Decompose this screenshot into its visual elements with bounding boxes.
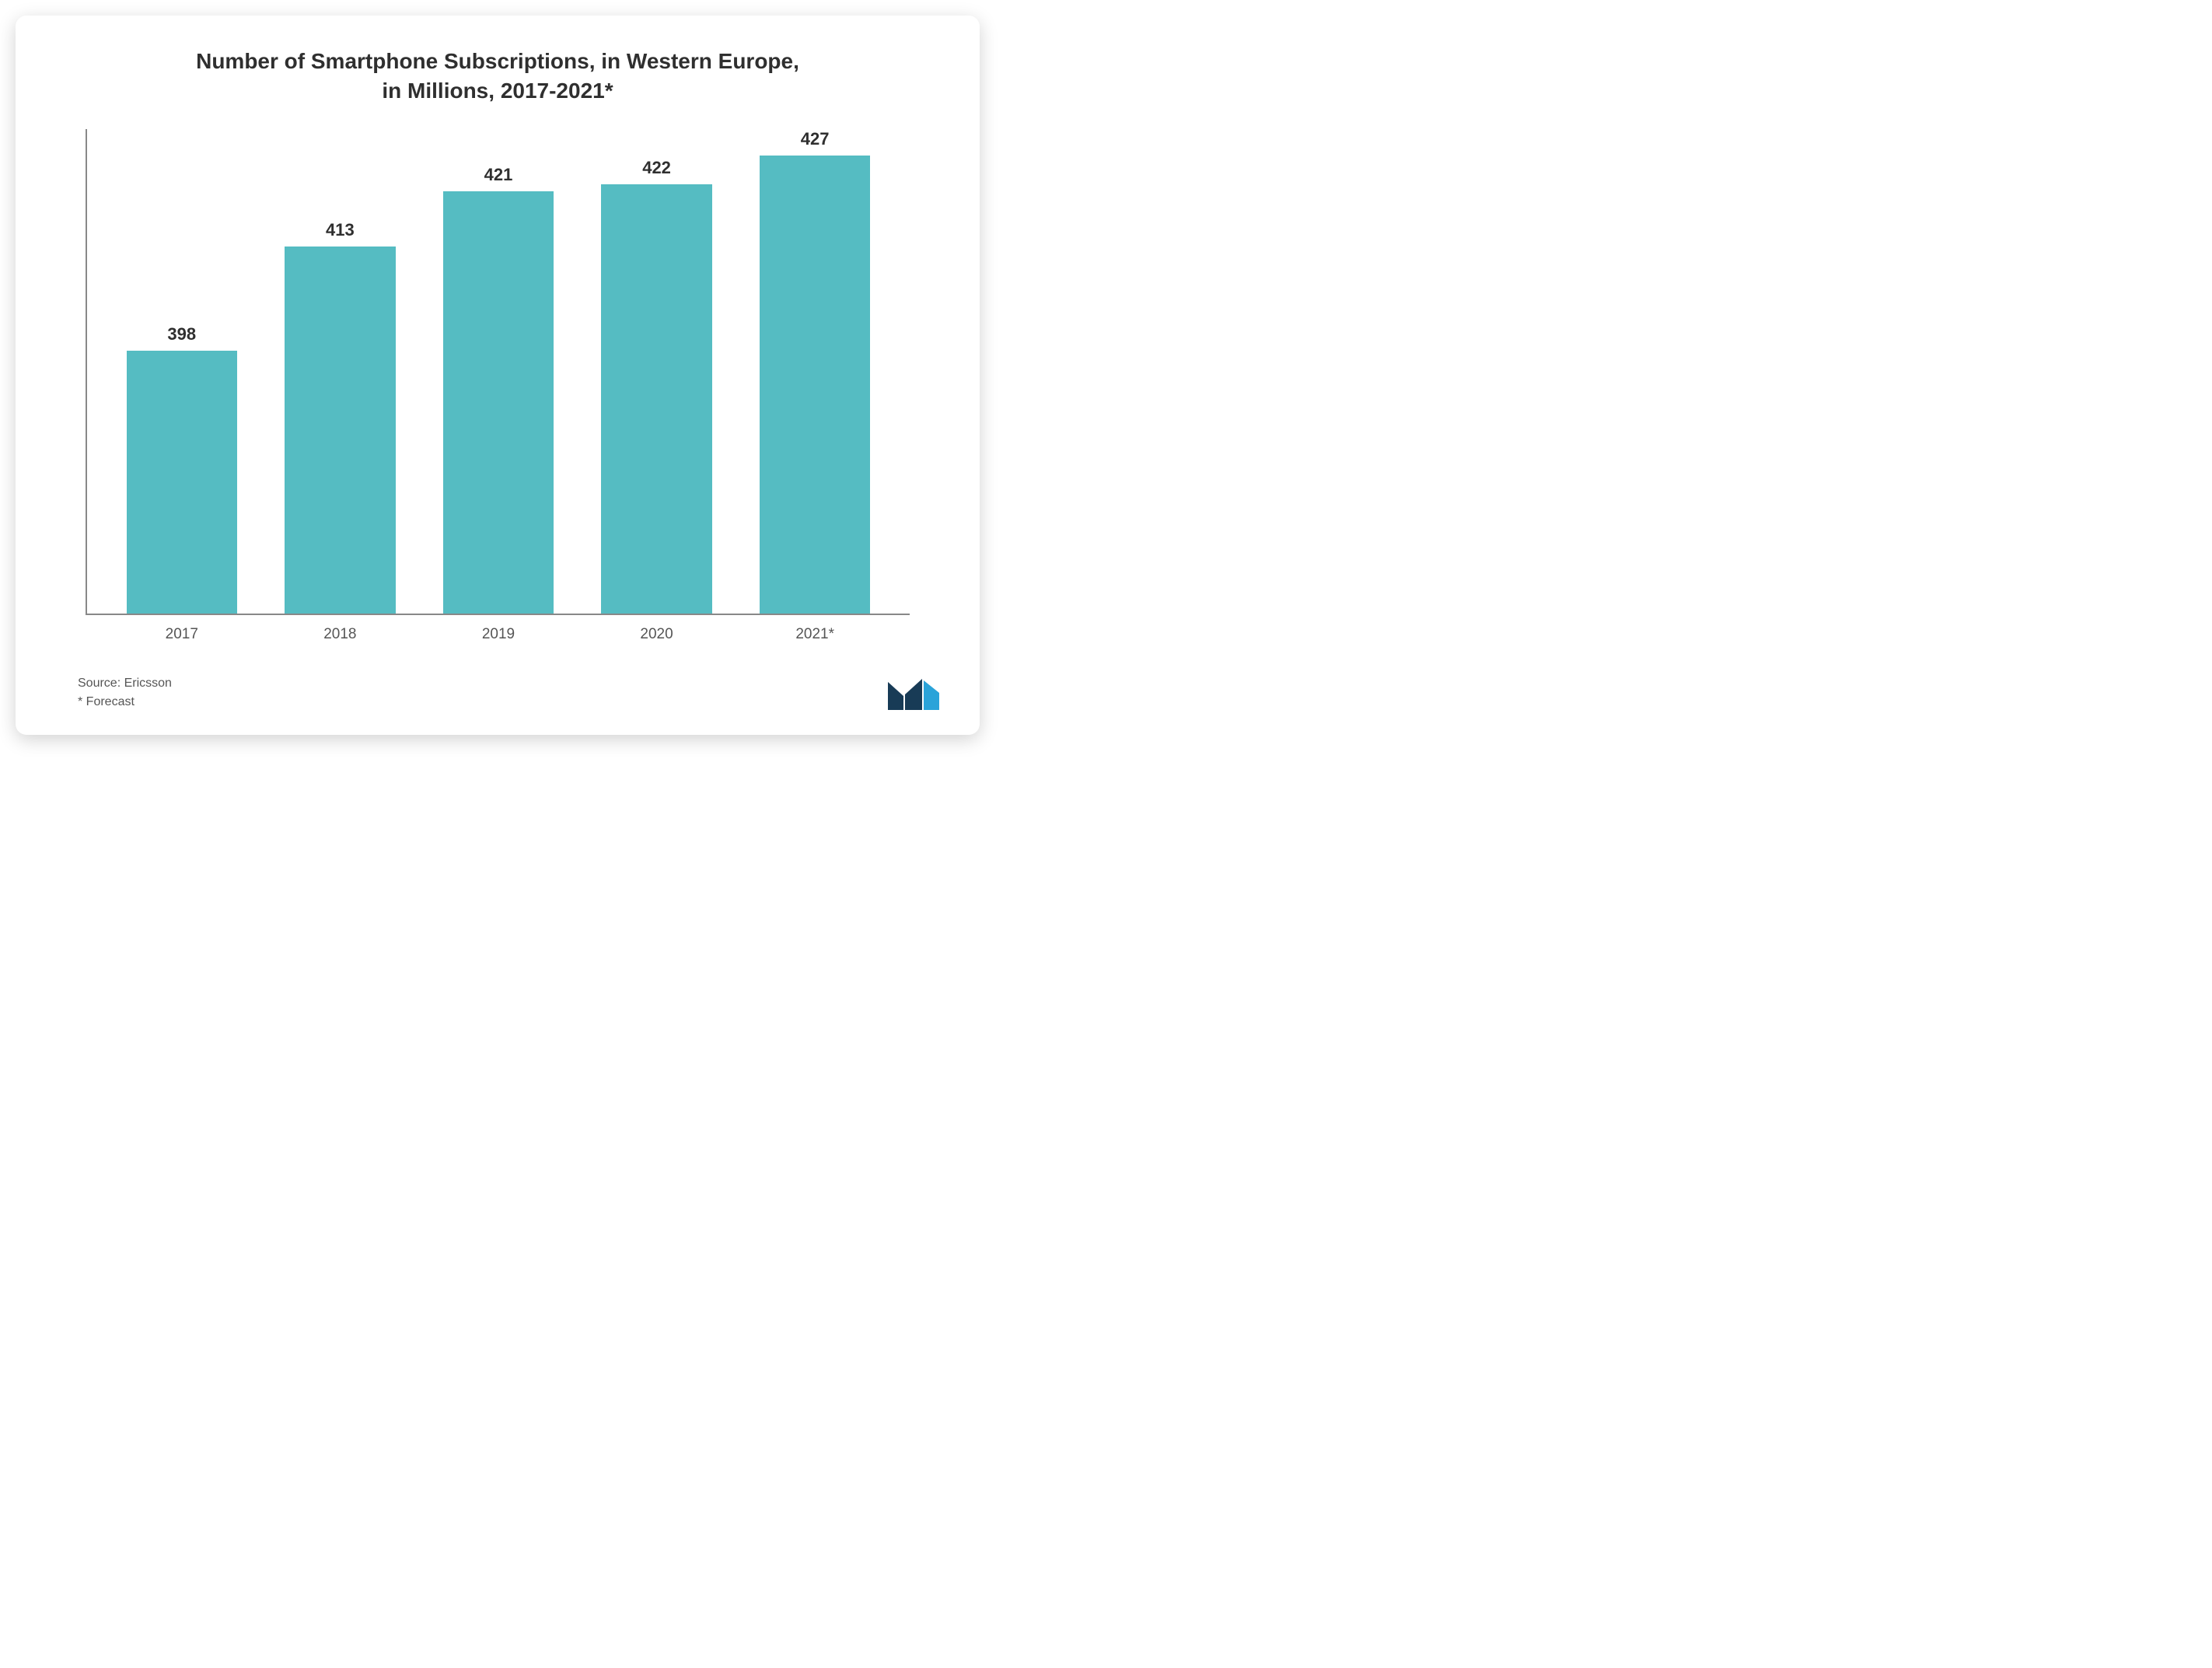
- bar-group: 413: [285, 129, 396, 614]
- bar-value-label: 398: [167, 324, 196, 344]
- bar-value-label: 427: [801, 129, 830, 149]
- bar: [285, 247, 396, 614]
- brand-logo: [886, 674, 941, 712]
- chart-card: Number of Smartphone Subscriptions, in W…: [16, 16, 980, 735]
- chart-title: Number of Smartphone Subscriptions, in W…: [54, 47, 941, 106]
- bar-value-label: 421: [484, 165, 513, 185]
- bar-group: 422: [601, 129, 712, 614]
- plot-region: 398 413 421 422 427: [86, 129, 910, 615]
- logo-shape-mid: [905, 679, 922, 710]
- x-axis-labels: 2017 2018 2019 2020 2021*: [87, 615, 910, 643]
- bar-value-label: 413: [326, 220, 355, 240]
- x-axis-label: 2019: [443, 626, 554, 643]
- bar-group: 421: [443, 129, 554, 614]
- x-axis-label: 2021*: [760, 626, 871, 643]
- x-axis-label: 2020: [601, 626, 712, 643]
- chart-title-line2: in Millions, 2017-2021*: [382, 79, 613, 103]
- bar-group: 427: [760, 129, 871, 614]
- x-axis-label: 2018: [285, 626, 396, 643]
- bar: [443, 191, 554, 614]
- bar-value-label: 422: [642, 158, 671, 178]
- bar: [760, 156, 871, 614]
- chart-title-line1: Number of Smartphone Subscriptions, in W…: [196, 49, 799, 73]
- source-label: Source: Ericsson: [78, 674, 941, 693]
- bar: [601, 184, 712, 614]
- bar: [127, 351, 238, 614]
- bar-group: 398: [127, 129, 238, 614]
- chart-area: 398 413 421 422 427 2017 2018 2019 2020 2021*: [54, 129, 941, 643]
- chart-footer: Source: Ericsson * Forecast: [54, 674, 941, 712]
- logo-shape-left: [888, 682, 903, 710]
- x-axis-label: 2017: [127, 626, 238, 643]
- logo-shape-right: [924, 680, 939, 710]
- forecast-note: * Forecast: [78, 693, 941, 712]
